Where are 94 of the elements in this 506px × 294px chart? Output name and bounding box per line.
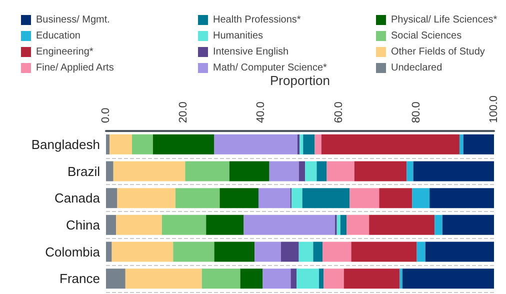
bar: [346, 214, 370, 235]
bar: [442, 214, 494, 235]
bar: [412, 188, 430, 208]
bar: [434, 214, 442, 235]
bar: [262, 268, 291, 289]
bar: [109, 134, 132, 154]
bar: [298, 242, 314, 262]
bar: [240, 268, 263, 289]
bar: [106, 242, 112, 262]
bar: [202, 268, 240, 289]
bar: [244, 214, 335, 235]
bar: [326, 161, 354, 182]
bar: [106, 188, 118, 208]
bar: [185, 161, 230, 182]
bar: [459, 134, 464, 154]
bar: [413, 161, 494, 182]
x-tick-label: 60.0: [332, 102, 345, 123]
bar: [430, 188, 494, 208]
legend-label: Math/ Computer Science*: [213, 62, 328, 74]
bar: [113, 161, 186, 182]
bar: [340, 214, 347, 235]
legend-label: Intensive English: [213, 46, 289, 58]
bar: [416, 242, 426, 262]
bar: [321, 134, 460, 154]
bar: [302, 188, 350, 208]
bar: [106, 134, 110, 154]
bar: [214, 134, 298, 154]
legend-label: Undeclared: [391, 62, 442, 74]
bar: [280, 242, 299, 262]
y-tick-label: France: [60, 271, 100, 286]
bar: [117, 188, 176, 208]
bar: [303, 134, 315, 154]
bar: [106, 214, 116, 235]
x-axis-title: Proportion: [270, 73, 330, 88]
y-tick-label: Brazil: [67, 164, 100, 179]
bar: [316, 161, 327, 182]
bar: [296, 268, 320, 289]
bar: [319, 268, 324, 289]
y-tick-label: China: [66, 217, 101, 232]
legend-label: Other Fields of Study: [391, 46, 485, 58]
legend-label: Business/ Mgmt.: [36, 14, 110, 26]
bar: [344, 268, 400, 289]
bar: [269, 161, 299, 182]
bar: [175, 188, 220, 208]
bar: [400, 268, 402, 289]
x-tick-label: 40.0: [255, 102, 268, 123]
bar: [258, 188, 290, 208]
x-tick-label: 20.0: [178, 102, 190, 123]
x-tick-label: 100.0: [488, 95, 500, 123]
y-tick-label: Canada: [54, 190, 101, 206]
bar: [324, 268, 344, 289]
bar: [290, 268, 297, 289]
y-tick-label: Bangladesh: [31, 136, 100, 152]
bar: [425, 242, 494, 262]
x-tick-label: 0.0: [100, 108, 112, 123]
bar: [298, 161, 306, 182]
legend-label: Fine/ Applied Arts: [36, 62, 114, 74]
bar: [305, 161, 317, 182]
bar: [132, 134, 153, 154]
bar: [379, 188, 412, 208]
legend-label: Humanities: [213, 30, 264, 42]
bar: [291, 188, 302, 208]
bar: [402, 268, 494, 289]
x-tick-label: 80.0: [410, 102, 422, 123]
legend-label: Education: [36, 30, 80, 42]
bar: [336, 214, 340, 235]
bar: [173, 242, 214, 262]
bar: [463, 134, 494, 154]
bar: [314, 134, 322, 154]
legend-label: Engineering*: [36, 46, 94, 58]
bar: [106, 268, 126, 289]
bar: [152, 134, 214, 154]
bar: [106, 161, 114, 182]
legend-label: Physical/ Life Sciences*: [391, 14, 498, 26]
bar: [206, 214, 244, 235]
y-tick-label: Colombia: [45, 244, 101, 260]
bar: [354, 161, 407, 182]
bar: [229, 161, 270, 182]
bar: [350, 188, 380, 208]
legend-label: Social Sciences: [391, 30, 462, 42]
bar: [322, 242, 352, 262]
legend-label: Health Professions*: [213, 14, 301, 26]
bar: [406, 161, 414, 182]
bar: [125, 268, 202, 289]
bar: [351, 242, 417, 262]
bar: [220, 188, 258, 208]
bar: [254, 242, 281, 262]
bar: [369, 214, 435, 235]
bar: [112, 242, 174, 262]
bar: [116, 214, 162, 235]
bar: [300, 134, 304, 154]
bar: [313, 242, 323, 262]
bar: [162, 214, 206, 235]
bar: [214, 242, 255, 262]
